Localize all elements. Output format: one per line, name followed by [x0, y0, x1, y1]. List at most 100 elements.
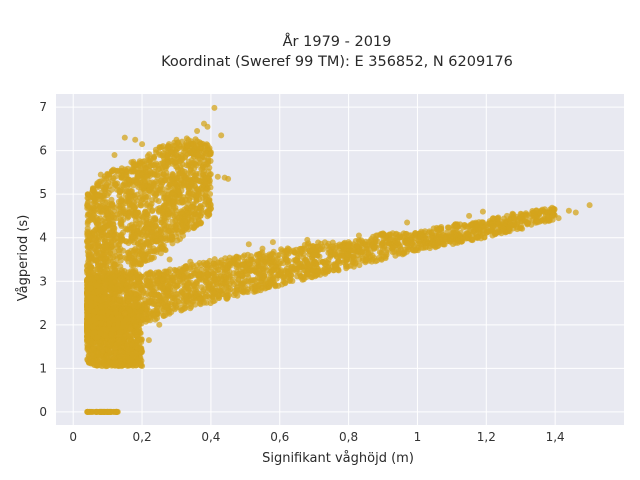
data-point	[390, 243, 397, 250]
data-point	[90, 408, 97, 415]
data-point	[194, 262, 200, 269]
data-point	[135, 336, 142, 343]
data-point	[396, 233, 403, 240]
data-point	[457, 229, 464, 236]
data-point	[279, 281, 286, 288]
data-point	[238, 282, 245, 289]
data-point	[112, 173, 119, 180]
data-point	[140, 314, 147, 321]
data-point	[125, 295, 132, 302]
data-point	[133, 323, 140, 330]
data-point	[275, 267, 281, 274]
data-point	[349, 247, 356, 254]
data-point	[507, 217, 513, 224]
data-point	[319, 258, 326, 265]
data-point	[206, 281, 213, 288]
data-point	[193, 162, 200, 169]
data-point	[93, 215, 100, 221]
data-point	[309, 267, 316, 274]
data-point	[93, 258, 100, 265]
data-point	[291, 257, 298, 264]
data-point	[396, 249, 403, 256]
data-point	[159, 283, 166, 290]
data-point	[266, 260, 273, 267]
data-point	[423, 235, 430, 242]
data-point	[129, 351, 135, 358]
data-point	[310, 251, 317, 258]
data-point	[159, 277, 166, 284]
data-point	[480, 227, 487, 234]
data-point	[193, 198, 200, 205]
data-point	[196, 276, 203, 283]
data-point	[335, 258, 342, 265]
data-point	[403, 240, 410, 247]
data-point	[269, 255, 276, 262]
data-point	[362, 257, 369, 264]
data-point	[216, 286, 223, 293]
data-point	[273, 275, 280, 282]
data-point	[253, 282, 260, 289]
data-point	[202, 175, 209, 182]
data-point	[500, 221, 507, 228]
data-point	[524, 220, 530, 227]
data-point	[122, 225, 129, 232]
data-point	[128, 159, 135, 166]
data-point	[154, 174, 161, 181]
data-point	[261, 275, 268, 282]
data-point	[148, 291, 155, 298]
data-point	[152, 215, 159, 221]
data-point	[271, 282, 278, 288]
data-point	[506, 225, 513, 232]
data-point	[356, 245, 363, 252]
data-point	[134, 173, 141, 180]
data-point	[92, 235, 99, 242]
data-point	[386, 236, 393, 243]
data-point	[288, 266, 295, 272]
data-point	[245, 257, 252, 263]
data-point	[498, 230, 505, 237]
data-point	[142, 296, 148, 303]
data-point	[257, 263, 264, 270]
data-point	[336, 241, 343, 248]
data-point	[135, 313, 142, 320]
data-point	[249, 277, 256, 284]
data-point	[121, 334, 127, 341]
data-point	[165, 283, 172, 290]
data-point	[489, 223, 496, 230]
data-point	[103, 363, 109, 370]
data-point	[151, 308, 157, 315]
data-point	[131, 287, 138, 294]
data-point	[182, 268, 189, 274]
data-point	[148, 200, 155, 207]
data-point	[119, 277, 126, 284]
data-point	[164, 288, 171, 295]
data-point	[461, 222, 468, 229]
data-point	[116, 254, 123, 260]
data-point	[147, 317, 154, 324]
data-point	[101, 295, 108, 302]
data-point	[343, 265, 350, 272]
data-point	[172, 217, 179, 224]
data-point	[168, 309, 175, 316]
data-point	[174, 282, 181, 289]
data-point	[283, 256, 290, 263]
data-point	[431, 242, 438, 249]
data-point	[386, 231, 393, 238]
data-point	[235, 276, 242, 283]
data-point	[125, 273, 132, 280]
data-point	[411, 247, 418, 254]
data-point	[156, 293, 163, 300]
data-point	[447, 235, 454, 242]
data-point	[188, 303, 195, 310]
data-point	[118, 363, 125, 370]
data-point	[91, 362, 98, 369]
data-point	[201, 299, 207, 306]
data-point	[143, 290, 150, 297]
data-point	[333, 265, 340, 272]
data-point	[225, 257, 232, 264]
data-point	[539, 206, 546, 213]
data-point	[442, 233, 449, 240]
data-point	[142, 208, 149, 215]
data-point	[102, 290, 109, 297]
data-point	[91, 329, 98, 336]
